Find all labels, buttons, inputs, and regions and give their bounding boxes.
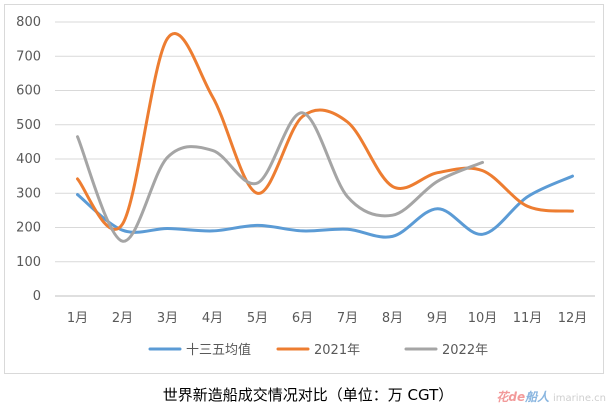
y-tick-label: 400 <box>16 152 41 167</box>
x-tick-label: 11月 <box>513 311 543 326</box>
x-tick-label: 9月 <box>427 311 448 326</box>
legend-label-2: 2022年 <box>442 343 488 358</box>
x-tick-label: 10月 <box>468 311 498 326</box>
x-tick-label: 4月 <box>202 311 223 326</box>
series-line-0 <box>76 174 574 239</box>
watermark-part-3: imarine.cn <box>552 393 606 404</box>
x-tick-label: 8月 <box>382 311 403 326</box>
x-tick-label: 7月 <box>337 311 358 326</box>
x-tick-label: 2月 <box>112 311 133 326</box>
y-tick-label: 100 <box>16 255 41 270</box>
x-tick-label: 6月 <box>292 311 313 326</box>
y-tick-label: 300 <box>16 186 41 201</box>
y-tick-label: 800 <box>16 15 41 30</box>
x-tick-label: 3月 <box>157 311 178 326</box>
y-tick-label: 700 <box>16 49 41 64</box>
y-tick-label: 500 <box>16 118 41 133</box>
y-tick-label: 600 <box>16 84 41 99</box>
chart-caption: 世界新造船成交情况对比（单位：万 CGT） <box>162 386 454 404</box>
watermark-part-2: 船人 <box>525 390 550 404</box>
y-tick-label: 200 <box>16 221 41 236</box>
x-tick-label: 5月 <box>247 311 268 326</box>
x-tick-label: 12月 <box>558 311 588 326</box>
legend-label-1: 2021年 <box>314 343 360 358</box>
watermark: 花de船人 imarine.cn <box>496 388 606 405</box>
series-line-2 <box>76 111 484 243</box>
x-tick-label: 1月 <box>67 311 88 326</box>
y-tick-label: 0 <box>33 289 41 304</box>
legend-label-0: 十三五均值 <box>186 342 251 358</box>
series-line-1 <box>76 32 574 231</box>
watermark-part-1: 花de <box>496 390 526 404</box>
